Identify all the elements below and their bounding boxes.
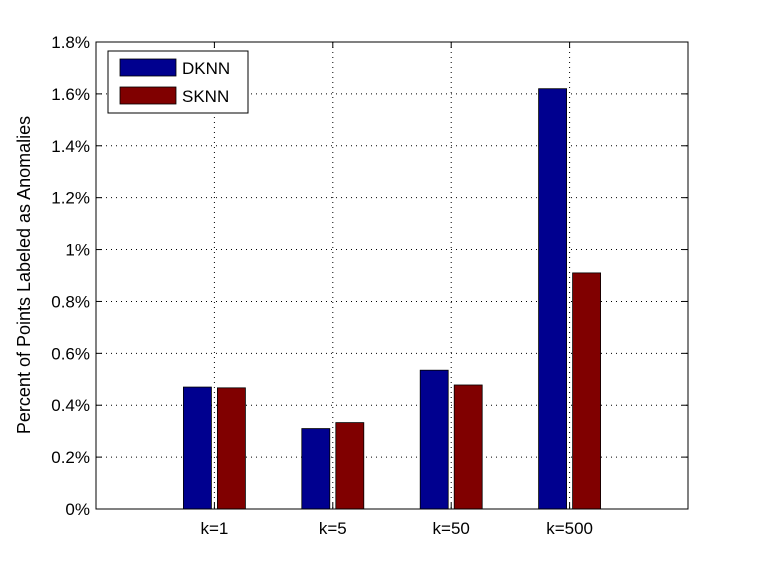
axis-ticks <box>96 41 688 510</box>
bar-dknn-k5 <box>301 428 331 510</box>
legend-swatch-sknn <box>119 86 177 105</box>
y-tick-label: 0% <box>65 500 90 519</box>
y-tick-label: 1.8% <box>51 33 90 52</box>
y-tick-label: 1.6% <box>51 85 90 104</box>
bar-sknn-k5 <box>335 422 365 510</box>
legend: DKNN SKNN <box>107 50 249 114</box>
y-tick-label: 0.8% <box>51 292 90 311</box>
y-tick-label: 1.4% <box>51 137 90 156</box>
x-tick-label: k=50 <box>433 519 470 538</box>
bar-dknn-k1 <box>182 386 212 510</box>
grid-lines <box>96 42 688 509</box>
x-tick-label: k=5 <box>319 519 347 538</box>
y-tick-label: 1% <box>65 241 90 260</box>
bar-dknn-k500 <box>538 88 567 510</box>
plot-frame <box>95 41 689 510</box>
y-axis-title: Percent of Points Labeled as Anomalies <box>14 116 34 434</box>
y-tick-label: 0.6% <box>51 344 90 363</box>
legend-swatch-dknn <box>119 58 177 77</box>
legend-label-dknn: DKNN <box>182 59 230 78</box>
y-tick-label: 0.4% <box>51 396 90 415</box>
bar-sknn-k1 <box>216 387 246 510</box>
x-tick-labels: k=1 k=5 k=50 k=500 <box>200 519 593 538</box>
legend-label-sknn: SKNN <box>182 87 229 106</box>
bar-dknn-k50 <box>419 369 449 510</box>
bar-sknn-k50 <box>453 384 483 510</box>
y-tick-label: 0.2% <box>51 448 90 467</box>
y-tick-label: 1.2% <box>51 189 90 208</box>
x-tick-label: k=1 <box>200 519 228 538</box>
bar-sknn-k500 <box>572 272 601 510</box>
x-tick-label: k=500 <box>546 519 593 538</box>
y-tick-labels: 0% 0.2% 0.4% 0.6% 0.8% 1% 1.2% 1.4% 1.6% 1.8% <box>51 33 90 519</box>
